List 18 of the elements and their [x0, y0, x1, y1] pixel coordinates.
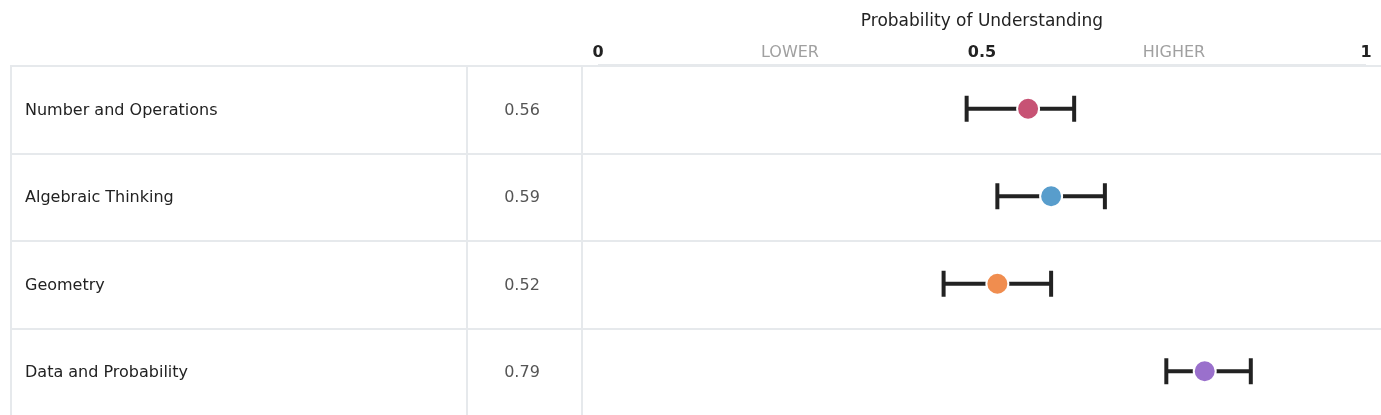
- y-tick-label: Geometry: [25, 274, 105, 294]
- y-tick-label: Algebraic Thinking: [25, 187, 174, 207]
- x2-tick-label: LOWER: [761, 42, 819, 61]
- x2-tick-label: 0: [592, 42, 604, 61]
- data-label: 0.52: [504, 274, 540, 294]
- x2-tick-label: 0.5: [967, 42, 997, 61]
- point: [1039, 184, 1064, 209]
- point: [1016, 96, 1041, 121]
- y-tick-label: Data and Probability: [25, 362, 189, 382]
- data-label: 0.56: [504, 99, 540, 119]
- x2-axis-title: Probability of Understanding: [860, 10, 1104, 31]
- x2-tick-label: 1: [1360, 42, 1372, 61]
- x2-tick-label: HIGHER: [1142, 42, 1206, 61]
- point: [1192, 359, 1217, 384]
- data-label: 0.59: [504, 187, 540, 207]
- data-label: 0.79: [504, 362, 540, 382]
- point: [985, 271, 1010, 296]
- y-tick-label: Number and Operations: [25, 99, 218, 119]
